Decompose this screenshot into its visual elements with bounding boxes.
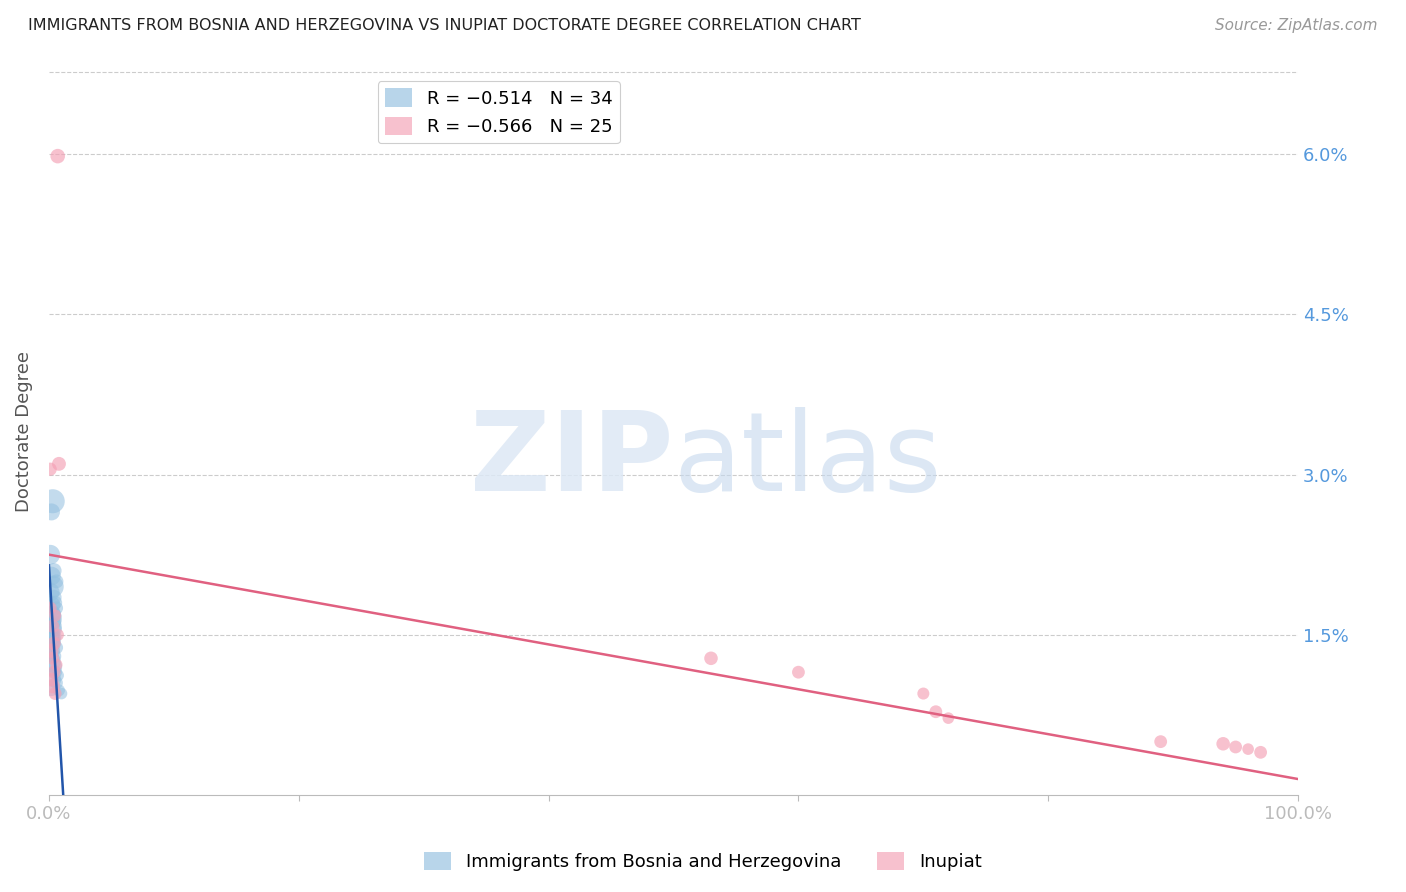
Y-axis label: Doctorate Degree: Doctorate Degree	[15, 351, 32, 512]
Point	[46, 628, 69, 642]
Point	[48, 457, 70, 471]
Text: Source: ZipAtlas.com: Source: ZipAtlas.com	[1215, 18, 1378, 33]
Point	[45, 601, 67, 615]
Point	[45, 676, 67, 690]
Point	[41, 681, 63, 696]
Point	[936, 711, 959, 725]
Legend: Immigrants from Bosnia and Herzegovina, Inupiat: Immigrants from Bosnia and Herzegovina, …	[418, 845, 988, 879]
Point	[42, 636, 65, 650]
Point	[45, 640, 67, 655]
Point	[1250, 745, 1272, 759]
Legend: R = −0.514   N = 34, R = −0.566   N = 25: R = −0.514 N = 34, R = −0.566 N = 25	[378, 81, 620, 144]
Point	[41, 679, 63, 693]
Point	[39, 633, 62, 648]
Point	[51, 687, 73, 701]
Point	[1237, 742, 1260, 756]
Point	[44, 596, 66, 610]
Point	[41, 505, 63, 519]
Point	[44, 608, 66, 623]
Point	[41, 580, 63, 594]
Point	[41, 619, 63, 633]
Point	[41, 651, 63, 665]
Text: ZIP: ZIP	[470, 408, 673, 515]
Point	[45, 574, 67, 589]
Point	[925, 705, 948, 719]
Point	[41, 636, 63, 650]
Point	[1212, 737, 1234, 751]
Point	[41, 608, 63, 623]
Point	[41, 644, 63, 658]
Point	[41, 644, 63, 658]
Point	[41, 660, 63, 674]
Point	[42, 649, 65, 664]
Point	[42, 665, 65, 680]
Point	[42, 630, 65, 644]
Point	[39, 585, 62, 599]
Point	[39, 655, 62, 669]
Point	[42, 673, 65, 687]
Point	[39, 612, 62, 626]
Point	[46, 149, 69, 163]
Point	[39, 601, 62, 615]
Point	[46, 668, 69, 682]
Point	[1225, 739, 1247, 754]
Point	[41, 673, 63, 687]
Text: atlas: atlas	[673, 408, 942, 515]
Point	[39, 548, 62, 562]
Point	[700, 651, 723, 665]
Text: IMMIGRANTS FROM BOSNIA AND HERZEGOVINA VS INUPIAT DOCTORATE DEGREE CORRELATION C: IMMIGRANTS FROM BOSNIA AND HERZEGOVINA V…	[28, 18, 860, 33]
Point	[39, 462, 62, 476]
Point	[44, 623, 66, 637]
Point	[41, 598, 63, 612]
Point	[42, 591, 65, 605]
Point	[42, 615, 65, 629]
Point	[912, 687, 935, 701]
Point	[41, 494, 63, 508]
Point	[42, 564, 65, 578]
Point	[44, 665, 66, 680]
Point	[45, 657, 67, 672]
Point	[787, 665, 810, 680]
Point	[41, 628, 63, 642]
Point	[41, 569, 63, 583]
Point	[1150, 734, 1173, 748]
Point	[41, 607, 63, 621]
Point	[41, 619, 63, 633]
Point	[48, 683, 70, 698]
Point	[44, 687, 66, 701]
